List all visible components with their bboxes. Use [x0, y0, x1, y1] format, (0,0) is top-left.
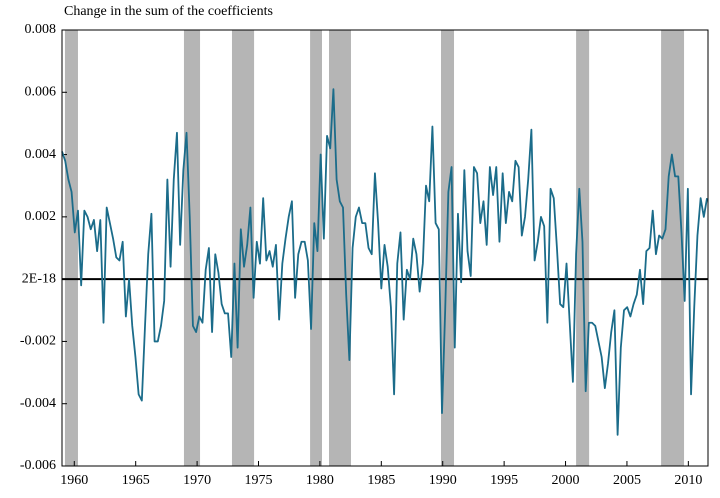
y-tick-label: -0.004 [20, 396, 56, 411]
x-tick-label: 1975 [245, 473, 273, 488]
y-tick-label: -0.002 [20, 334, 56, 349]
x-tick-label: 2005 [613, 473, 641, 488]
x-tick-label: 2010 [674, 473, 702, 488]
x-tick-label: 1990 [429, 473, 457, 488]
y-tick-label: 0.004 [25, 147, 57, 162]
y-tick-label: -0.006 [20, 458, 56, 473]
x-tick-label: 1960 [60, 473, 88, 488]
x-tick-label: 1980 [306, 473, 334, 488]
shaded-period [183, 30, 201, 466]
series-line [61, 88, 708, 436]
y-tick-label: 0.006 [25, 85, 57, 100]
y-tick-label: 2E-18 [22, 271, 56, 286]
x-tick-label: 1985 [367, 473, 395, 488]
x-tick-label: 1965 [122, 473, 150, 488]
y-tick-label: 0.002 [25, 209, 57, 224]
shaded-period [64, 30, 78, 466]
shaded-period [661, 30, 685, 466]
plot-frame [61, 29, 709, 467]
chart-title: Change in the sum of the coefficients [64, 4, 273, 19]
shaded-period [310, 30, 322, 466]
x-tick-label: 1970 [183, 473, 211, 488]
x-tick-label: 1995 [490, 473, 518, 488]
x-tick-label: 2000 [552, 473, 580, 488]
y-tick-label: 0.008 [25, 22, 57, 37]
